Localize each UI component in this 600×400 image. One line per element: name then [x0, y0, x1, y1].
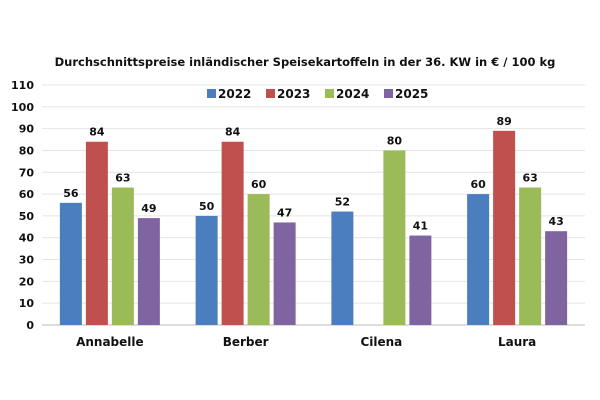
data-label: 50: [199, 200, 215, 213]
data-label: 89: [496, 115, 511, 128]
x-category-label: Annabelle: [76, 335, 144, 349]
bar-2023-laura: [493, 130, 516, 325]
data-label: 43: [548, 215, 563, 228]
y-tick-label: 10: [19, 297, 35, 310]
legend-swatch: [384, 89, 393, 98]
data-label: 60: [470, 178, 486, 191]
y-tick-label: 30: [19, 254, 35, 267]
legend: 2022 2023 2024 2025: [207, 87, 428, 101]
legend-label: 2025: [395, 87, 428, 101]
legend-label: 2024: [336, 87, 369, 101]
bar-2022-berber: [195, 215, 218, 325]
y-tick-label: 40: [19, 232, 35, 245]
legend-swatch: [207, 89, 216, 98]
bar-2023-berber: [221, 141, 244, 325]
y-tick-label: 70: [19, 166, 35, 179]
bar-2023-annabelle: [85, 141, 108, 325]
legend-swatch: [325, 89, 334, 98]
y-tick-label: 100: [11, 101, 34, 114]
bar-2022-laura: [467, 194, 490, 325]
data-label: 84: [89, 126, 105, 139]
legend-label: 2022: [218, 87, 251, 101]
data-label: 49: [141, 202, 156, 215]
bar-2025-cilena: [409, 235, 432, 325]
data-label: 52: [335, 196, 350, 209]
data-label: 60: [251, 178, 267, 191]
y-tick-label: 110: [11, 79, 34, 92]
y-tick-label: 0: [26, 319, 34, 332]
x-axis: Annabelle Berber Cilena Laura: [76, 335, 536, 349]
data-label: 41: [413, 220, 428, 233]
legend-swatch: [266, 89, 275, 98]
x-category-label: Berber: [223, 335, 269, 349]
y-tick-label: 20: [19, 275, 35, 288]
bar-2025-berber: [273, 222, 296, 325]
bars: 56 84 63 49 50 84 60 47 52 80 41 60 89 63 43: [59, 115, 568, 325]
data-label: 47: [277, 206, 292, 219]
data-label: 63: [522, 172, 537, 185]
y-tick-label: 50: [19, 210, 35, 223]
bar-2024-cilena: [383, 150, 406, 325]
data-label: 56: [63, 187, 79, 200]
bar-2024-berber: [247, 194, 270, 325]
y-tick-label: 80: [19, 144, 35, 157]
data-label: 80: [387, 134, 403, 147]
y-tick-label: 60: [19, 188, 35, 201]
bar-2025-laura: [545, 231, 568, 325]
data-label: 84: [225, 126, 241, 139]
bar-2022-annabelle: [59, 202, 82, 325]
bar-2024-annabelle: [111, 187, 134, 325]
x-category-label: Cilena: [360, 335, 402, 349]
data-label: 63: [115, 172, 130, 185]
chart-title: Durchschnittspreise inländischer Speisek…: [55, 55, 556, 69]
bar-2022-cilena: [331, 211, 354, 325]
x-category-label: Laura: [498, 335, 536, 349]
bar-2024-laura: [519, 187, 542, 325]
bar-2025-annabelle: [137, 218, 160, 325]
y-tick-label: 90: [19, 123, 35, 136]
legend-label: 2023: [277, 87, 310, 101]
